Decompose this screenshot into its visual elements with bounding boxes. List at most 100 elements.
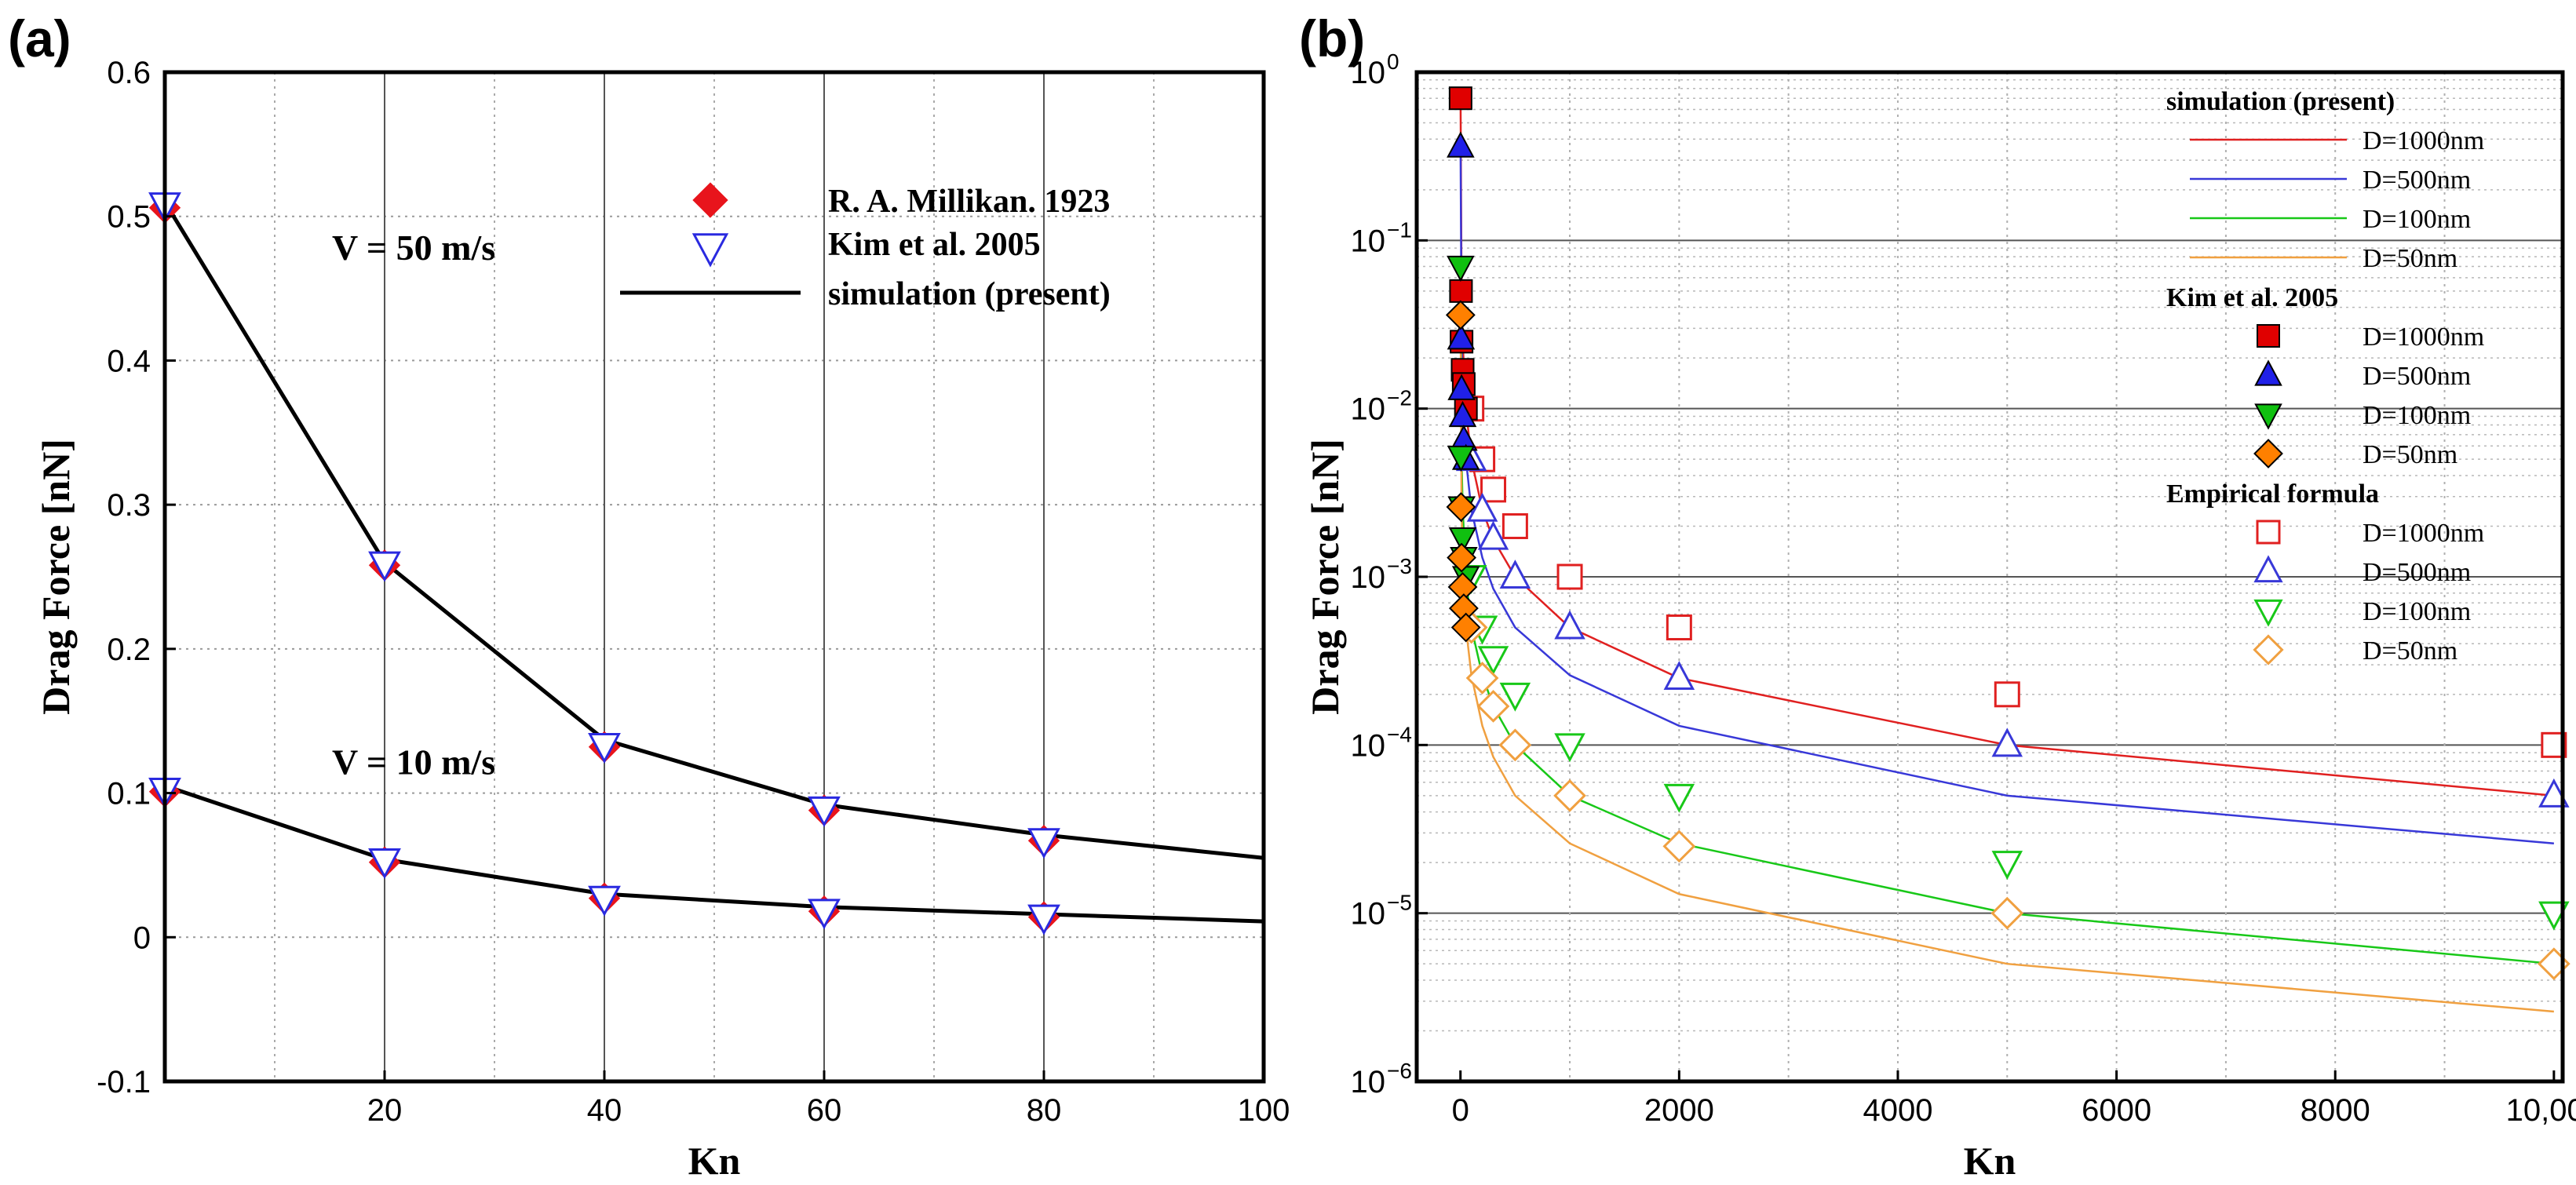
panel-b-legend-group-title: Kim et al. 2005 [2166, 283, 2338, 312]
panel-a-y-tick-label: 0 [133, 921, 151, 955]
panel-a-point-kim [808, 899, 841, 930]
panel-b-legend-item-label: D=100nm [2363, 205, 2471, 234]
legend-marker-icon [2253, 555, 2283, 583]
panel-b-y-tick-label: 10 [1351, 392, 1386, 427]
panel-b-y-tick-label: 10 [1351, 728, 1386, 763]
panel-b-label: (b) [1299, 9, 1365, 67]
panel-a-x-tick-label: 80 [1027, 1093, 1062, 1128]
panel-b-y-tick-exponent: −2 [1387, 386, 1412, 410]
panel-a-point-kim [1027, 828, 1060, 859]
panel-b-y-tick-label: 10 [1351, 56, 1386, 90]
legend-marker-icon [2257, 324, 2280, 348]
panel-b-point-kim [1447, 374, 1476, 400]
panel-b-point-empirical [1498, 728, 1532, 762]
panel-b-point-kim [1448, 527, 1477, 554]
panel-a-legend-marker-kim [691, 233, 729, 268]
panel-b-point-empirical [2538, 901, 2570, 931]
panel-b-point-empirical [1663, 783, 1695, 813]
panel-a-line-v10 [164, 784, 1264, 924]
panel-a-annotation-v10: V = 10 m/s [332, 742, 495, 782]
panel-b-x-axis-title: Kn [1964, 1139, 2016, 1183]
legend-marker-icon [2253, 599, 2283, 627]
panel-b-point-empirical [1663, 661, 1695, 691]
panel-b-point-empirical [1499, 560, 1531, 589]
panel-b-point-kim [1445, 300, 1476, 330]
panel-b-point-empirical [1476, 690, 1510, 723]
panel-a-ticks: -0.1 0 0.1 0.2 0.3 0.4 0.5 0.6 20 40 60 80 100 [97, 56, 1290, 1128]
panel-b-point-empirical [1553, 778, 1586, 812]
panel-b-legend-group-title: Empirical formula [2166, 479, 2379, 509]
panel-b-x-tick-label: 2000 [1644, 1093, 1714, 1128]
panel-b-point-empirical [1991, 851, 2023, 881]
panel-b-point-empirical [1477, 646, 1509, 676]
legend-marker-icon [2254, 359, 2282, 386]
panel-a-x-tick-label: 100 [1238, 1093, 1290, 1128]
panel-b-point-kim [1448, 86, 1472, 111]
panel-b-legend-item-label: D=500nm [2363, 558, 2471, 587]
panel-b-point-empirical [1466, 492, 1498, 522]
panel-b-legend-item-label: D=1000nm [2363, 323, 2484, 352]
panel-b-x-tick-label: 6000 [2082, 1093, 2151, 1128]
panel-b-point-kim [1447, 542, 1477, 573]
panel-a-y-axis-title: Drag Force [nN] [34, 439, 78, 715]
panel-b-point-empirical [1554, 610, 1585, 640]
panel-b-y-tick-label: 10 [1351, 224, 1386, 258]
panel-b: (b) 10 010 −110 −210 −310 −410 −510 −60 2000 4000… [1299, 9, 2576, 1183]
panel-a-legend-label-kim: Kim et al. 2005 [828, 227, 1041, 263]
panel-a-y-tick-label: 0.1 [107, 777, 151, 811]
panel-b-point-empirical [1990, 896, 2024, 930]
panel-b-ticks: 10 010 −110 −210 −310 −410 −510 −60 2000 4000 6000… [1351, 49, 2576, 1128]
panel-a-y-tick-label: 0.5 [107, 200, 151, 235]
panel-a-point-kim [808, 796, 841, 827]
panel-a-point-kim [368, 848, 401, 880]
panel-a-x-tick-label: 40 [587, 1093, 622, 1128]
panel-b-point-empirical [1499, 682, 1531, 712]
panel-b-point-empirical [1994, 681, 2020, 708]
panel-b-point-empirical [1477, 520, 1509, 550]
panel-b-y-tick-exponent: −5 [1387, 891, 1412, 915]
panel-b-point-kim [1450, 612, 1481, 643]
panel-b-x-tick-label: 0 [1452, 1093, 1469, 1128]
panel-a-x-axis-title: Kn [688, 1139, 741, 1183]
panel-b-y-tick-exponent: 0 [1387, 49, 1399, 74]
panel-b-legend-item-label: D=50nm [2363, 636, 2457, 665]
panel-a-legend-marker-millikan [692, 182, 728, 218]
panel-a-point-kim [1027, 904, 1060, 935]
panel-b-point-kim [1447, 255, 1475, 283]
panel-a-point-kim [368, 551, 401, 582]
panel-b-point-empirical [1554, 733, 1585, 763]
panel-b-y-tick-label: 10 [1351, 897, 1386, 932]
panel-b-y-tick-exponent: −3 [1387, 554, 1412, 578]
panel-b-legend-item-label: D=100nm [2363, 597, 2471, 626]
panel-b-x-tick-label: 8000 [2301, 1093, 2370, 1128]
panel-a-point-kim [588, 733, 621, 764]
panel-b-legend-item-label: D=500nm [2363, 362, 2471, 391]
panel-b-legend: simulation (present) D=1000nm D=500nm D=100… [2166, 87, 2484, 665]
legend-triangle-down-icon [691, 233, 729, 268]
legend-marker-icon [2253, 439, 2283, 469]
panel-b-legend-item-label: D=1000nm [2363, 519, 2484, 548]
panel-b-y-tick-label: 10 [1351, 560, 1386, 595]
panel-b-point-empirical [2538, 778, 2570, 808]
panel-a-legend-label-millikan: R. A. Millikan. 1923 [828, 184, 1110, 220]
panel-a: (a) -0.1 0 0.1 0.2 0.3 0.4 0.5 0.6 20 40 60 80 100 K… [8, 9, 1290, 1183]
panel-a-plot-frame [162, 70, 1266, 1084]
panel-b-point-kim [1449, 279, 1473, 303]
panel-b-y-tick-exponent: −1 [1387, 217, 1412, 242]
panel-b-point-empirical [1991, 727, 2023, 757]
panel-a-series [148, 191, 1264, 935]
panel-a-line-v50 [162, 201, 1264, 860]
panel-b-legend-group-title: simulation (present) [2166, 87, 2395, 116]
panel-a-y-tick-label: 0.4 [107, 344, 151, 378]
panel-b-point-empirical [1662, 830, 1696, 863]
panel-a-label: (a) [8, 9, 71, 67]
panel-b-legend-item-label: D=50nm [2363, 244, 2457, 273]
legend-diamond-icon [692, 182, 728, 218]
panel-b-point-kim [1447, 131, 1475, 158]
panel-b-legend-item-label: D=100nm [2363, 401, 2471, 430]
panel-b-y-tick-exponent: −4 [1387, 722, 1412, 746]
panel-a-legend: R. A. Millikan. 1923 Kim et al. 2005 sim… [620, 182, 1111, 312]
legend-marker-icon [2253, 634, 2284, 665]
panel-b-grid [1417, 71, 2563, 1082]
panel-a-x-tick-label: 60 [807, 1093, 842, 1128]
